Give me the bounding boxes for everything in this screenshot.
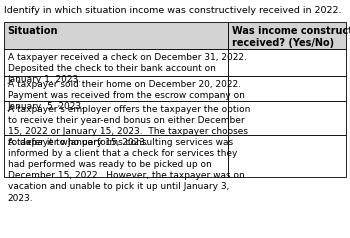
Text: A taxpayer received a check on December 31, 2022.
Deposited the check to their b: A taxpayer received a check on December … [7,53,246,84]
Text: Situation: Situation [7,25,58,35]
Bar [4,49,228,76]
Bar [4,76,228,101]
Bar [228,101,346,134]
Text: Identify in which situation income was constructively received in 2022.: Identify in which situation income was c… [4,6,342,15]
Text: A taxpayer’s employer offers the taxpayer the option
to receive their year-end b: A taxpayer’s employer offers the taxpaye… [7,104,250,147]
Text: Was income constructively
received? (Yes/No): Was income constructively received? (Yes… [231,25,350,48]
Bar [4,134,228,177]
Bar [228,134,346,177]
Text: A taxpayer sold their home on December 20, 2022.
Payment was received from the e: A taxpayer sold their home on December 2… [7,79,244,111]
Text: A taxpayer who performs consulting services was
informed by a client that a chec: A taxpayer who performs consulting servi… [7,138,244,203]
Bar [228,76,346,101]
Bar [228,22,346,49]
Bar [228,49,346,76]
Bar [4,22,228,49]
Bar [4,101,228,134]
